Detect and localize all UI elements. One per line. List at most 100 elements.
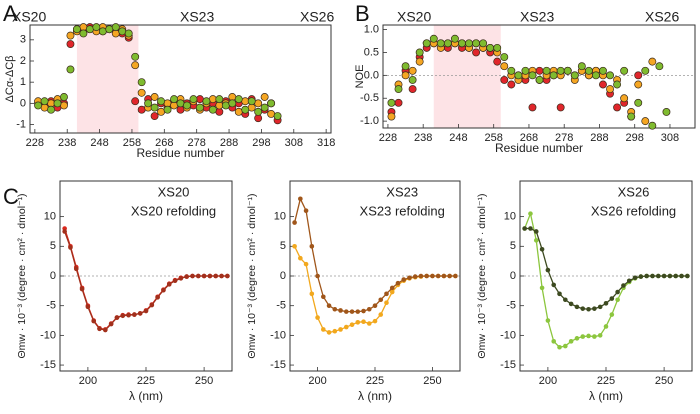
data-point — [349, 322, 355, 327]
data-point — [221, 101, 230, 110]
data-point — [273, 112, 282, 121]
data-point — [228, 99, 237, 108]
x-tick-label: 200 — [308, 375, 326, 387]
data-point — [685, 273, 690, 279]
data-point — [606, 71, 614, 80]
y-axis-label: Θmw · 10⁻³ (degree · cm² · dmol⁻¹) — [476, 193, 488, 358]
data-point — [60, 93, 68, 101]
y-tick-label: -15 — [40, 359, 56, 371]
x-tick-label: 268 — [520, 132, 538, 144]
y-axis-label: Θmw · 10⁻³ (degree · cm² · dmol⁻¹) — [246, 193, 258, 358]
data-point — [201, 273, 207, 279]
shaded-region — [76, 25, 139, 133]
data-point — [241, 105, 250, 114]
data-point — [577, 62, 586, 71]
legend-entry: XS23 — [386, 184, 418, 199]
data-point — [422, 39, 431, 48]
data-point — [208, 105, 217, 114]
data-point — [183, 101, 191, 110]
data-point — [626, 278, 632, 284]
data-point — [53, 99, 62, 108]
data-point — [254, 107, 263, 116]
data-point — [143, 308, 149, 314]
data-point — [98, 27, 107, 36]
data-point — [655, 62, 664, 71]
x-tick-label: 200 — [539, 375, 557, 387]
data-point — [338, 327, 343, 332]
chart: -1 0 1 2 3 228 238 248 258 268 278 288 298 308 318 Resi… — [4, 9, 335, 160]
data-point — [648, 121, 657, 130]
data-point — [500, 62, 509, 71]
data-point — [366, 306, 372, 312]
data-point — [408, 75, 417, 84]
x-tick-label: 228 — [26, 137, 44, 149]
y-tick-label: -5 — [506, 300, 516, 312]
data-line — [64, 228, 228, 331]
data-point — [315, 315, 320, 320]
data-point — [108, 321, 114, 327]
y-tick-label: 1 — [20, 76, 26, 88]
data-point — [178, 276, 184, 281]
data-point — [507, 80, 516, 89]
data-point — [580, 306, 586, 311]
data-point — [387, 112, 396, 121]
data-point — [60, 101, 68, 110]
data-point — [627, 112, 636, 121]
y-tick-label: 0 — [50, 270, 56, 282]
data-point — [586, 306, 591, 312]
data-point — [131, 52, 140, 61]
data-point — [522, 226, 527, 231]
data-point — [472, 39, 481, 48]
y-tick-label: -1 — [16, 118, 26, 130]
x-tick-label: 258 — [485, 132, 503, 144]
x-tick-label: 288 — [220, 137, 238, 149]
data-point — [549, 71, 558, 80]
data-point — [85, 25, 94, 34]
x-tick-label: 225 — [597, 375, 615, 387]
data-point — [613, 80, 622, 89]
data-point — [207, 273, 213, 279]
data-point — [435, 273, 441, 279]
x-tick-label: 308 — [661, 132, 679, 144]
x-tick-label: 225 — [366, 375, 384, 387]
data-point — [599, 80, 607, 89]
data-point — [606, 85, 614, 94]
data-point — [170, 95, 178, 104]
y-tick-label: 5 — [510, 240, 516, 252]
data-point — [458, 39, 466, 48]
data-point — [493, 57, 502, 66]
y-tick-label: 0.5 — [364, 46, 379, 58]
x-tick-label: 288 — [590, 132, 608, 144]
x-axis-label: λ (nm) — [358, 389, 392, 403]
data-point — [580, 334, 586, 339]
data-point — [521, 66, 530, 75]
data-point — [114, 315, 120, 320]
data-point — [298, 196, 303, 202]
data-point — [66, 31, 75, 40]
legend-entry: XS26 refolding — [591, 203, 676, 218]
data-point — [551, 282, 557, 288]
data-point — [597, 304, 603, 310]
data-point — [591, 71, 600, 80]
data-point — [120, 313, 126, 319]
x-tick-label: 250 — [655, 375, 673, 387]
data-point — [92, 23, 101, 32]
data-point — [621, 283, 626, 288]
x-tick-label: 248 — [90, 137, 108, 149]
data-point — [528, 211, 533, 216]
data-point — [131, 97, 140, 106]
x-tick-label: 228 — [379, 132, 397, 144]
data-point — [424, 273, 429, 279]
data-point — [213, 273, 219, 279]
data-point — [126, 312, 131, 318]
y-tick-label: 0 — [510, 270, 516, 282]
data-point — [267, 99, 276, 108]
chart: -15 -10 -5 0 5 10 200 225 250 λ (nm) Θmw · 10⁻³ (d… — [246, 180, 461, 403]
chart: -15 -10 -5 0 5 10 200 225 250 λ (nm) Θmw · 10⁻³ (d… — [476, 180, 693, 403]
x-tick-label: 298 — [626, 132, 644, 144]
data-point — [557, 344, 562, 350]
data-point — [332, 306, 338, 312]
data-point — [219, 273, 224, 279]
data-point — [597, 333, 603, 338]
